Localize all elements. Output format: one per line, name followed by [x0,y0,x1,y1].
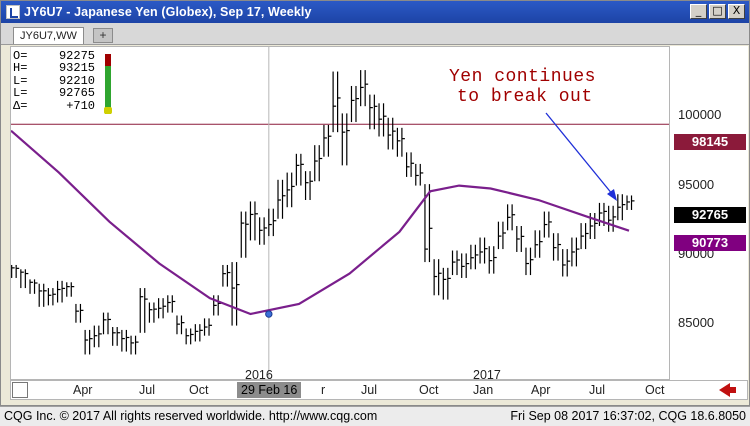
time-tick-label: Oct [645,383,665,397]
price-tick-label: 95000 [678,177,715,192]
annotation-arrow-line [545,112,614,196]
ohlc-row-high: H= 93215 [13,62,113,74]
price-tick-label: 85000 [678,315,715,330]
ohlc-key: H= [13,61,28,76]
time-axis[interactable]: Apr Jul Oct 29 Feb 16 2016 r Jul Oct 201… [10,368,748,400]
line-price-badge: 98145 [674,134,746,150]
last-price-badge: 92765 [674,207,746,223]
title-bar[interactable]: JY6U7 - Japanese Yen (Globex), Sep 17, W… [1,1,749,23]
chart-annotation: Yen continues to break out [449,67,596,107]
moving-average-line [11,129,630,316]
time-axis-corner-box[interactable] [12,382,28,398]
chart-app-icon [6,5,20,19]
ohlc-value: +710 [66,98,95,113]
ohlc-key: Δ= [13,98,28,113]
time-tick-label: 2016 [245,368,273,382]
ohlc-key: L= [13,73,28,88]
chart-plot[interactable] [11,47,669,379]
ohlc-row-open: O= 92275 [13,50,113,62]
time-tick-label: Jul [139,383,155,397]
minimize-button[interactable]: _ [690,4,707,19]
scroll-left-arrow-icon[interactable] [719,383,736,397]
time-tick-label: Oct [189,383,209,397]
price-axis[interactable]: 100000 95000 90000 85000 98145 92765 907… [670,46,748,380]
ohlc-key: O= [13,49,28,63]
cursor-point [265,310,273,318]
ohlc-value: 92765 [58,86,95,101]
price-tick-label: 100000 [678,107,722,122]
add-tab-button[interactable]: + [93,28,113,43]
annotation-line-1: Yen continues [449,67,596,87]
close-button[interactable]: X [728,4,745,19]
time-tick-label: Apr [73,383,93,397]
cursor-date-tag: 29 Feb 16 [237,382,302,398]
price-chart[interactable]: O= 92275 H= 93215 L= 92210 L= 92765 Δ= +710 Y… [10,46,670,380]
annotation-arrow-head [607,189,617,201]
time-tick-label: 2017 [473,368,501,382]
timestamp-version: Fri Sep 08 2017 16:37:02, CQG 18.6.8050 [510,409,746,423]
maximize-button[interactable]: □ [709,4,726,19]
time-tick-label: Jul [589,383,605,397]
ohlc-key: L= [13,86,28,101]
tab-bar: JY6U7,WW + [1,23,749,45]
time-tick-label: Jul [361,383,377,397]
window-title: JY6U7 - Japanese Yen (Globex), Sep 17, W… [24,5,312,19]
copyright-text: CQG Inc. © 2017 All rights reserved worl… [4,409,378,423]
ohlc-row-low: L= 92210 [13,75,113,87]
ohlc-row-change: Δ= +710 [13,98,113,113]
ohlc-row-last: L= 92765 [13,87,113,99]
ohlc-value: 92275 [58,49,95,63]
time-tick-label: Oct [419,383,439,397]
ohlc-range-indicator [104,54,112,114]
tab-jy6u7[interactable]: JY6U7,WW [13,27,84,44]
time-tick-label: Apr [531,383,551,397]
annotation-line-2: to break out [457,87,593,107]
ohlc-value: 92210 [58,73,95,88]
ohlc-value: 93215 [58,61,95,76]
time-tick-label: r [321,383,326,397]
window-controls: _ □ X [690,4,745,19]
moving-average-badge: 90773 [674,235,746,251]
time-tick-label: Jan [473,383,494,397]
status-footer: CQG Inc. © 2017 All rights reserved worl… [0,406,750,426]
ohlc-readout: O= 92275 H= 93215 L= 92210 L= 92765 Δ= +710 [13,50,113,114]
